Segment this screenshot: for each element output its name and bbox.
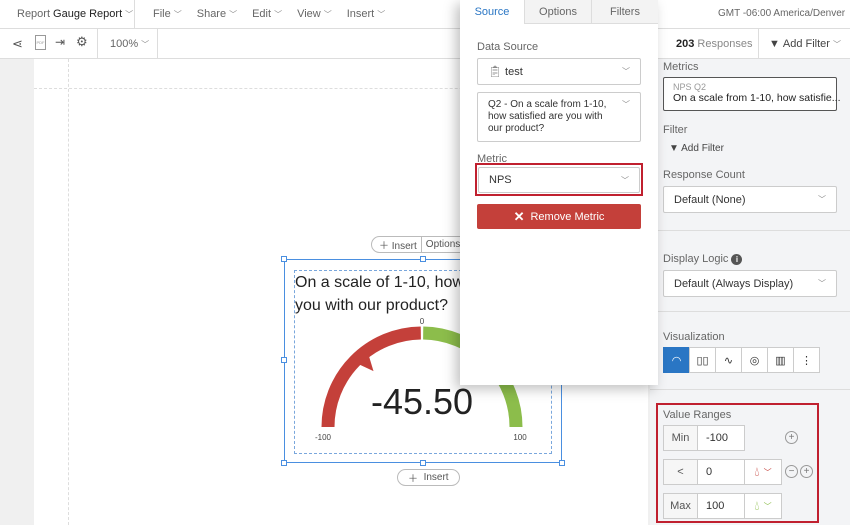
- source-popup: Source Options Filters Data Source 📋︎ te…: [460, 0, 658, 385]
- tab-options[interactable]: Options: [524, 0, 591, 24]
- metric-card[interactable]: NPS Q2 On a scale from 1-10, how satisfi…: [663, 77, 841, 111]
- response-count: 203 Responses: [676, 38, 753, 50]
- add-filter-button[interactable]: ▼ Add Filter ﹀: [769, 38, 841, 50]
- gauge-min-label: -100: [315, 433, 332, 442]
- gauge-icon[interactable]: ◠: [663, 347, 690, 373]
- add-range-icon[interactable]: +: [800, 465, 813, 478]
- filter-icon: ▼: [769, 38, 780, 50]
- zoom-select[interactable]: 100% ﹀: [110, 38, 150, 50]
- line-chart-icon[interactable]: ∿: [715, 347, 742, 373]
- options-button[interactable]: Options: [425, 239, 461, 250]
- max-input[interactable]: 100: [697, 493, 745, 519]
- report-name: Gauge Report: [53, 8, 123, 20]
- display-logic-select[interactable]: Default (Always Display) ﹀: [663, 270, 837, 297]
- report-menu[interactable]: Report Gauge Report ﹀: [17, 8, 133, 20]
- range-max: Max 100 💧︎ ﹀: [663, 493, 782, 519]
- more-icon[interactable]: ⋮: [793, 347, 820, 373]
- color-picker-red[interactable]: 💧︎ ﹀: [744, 459, 782, 485]
- range-min: Min -100: [663, 425, 745, 451]
- bar-chart-icon[interactable]: ▯▯: [689, 347, 716, 373]
- add-range-icon[interactable]: +: [785, 431, 798, 444]
- tab-source[interactable]: Source: [460, 0, 524, 24]
- widget-top-toolbar: ＋ Insert Options: [371, 236, 471, 253]
- metric-select[interactable]: NPS ﹀: [478, 167, 640, 193]
- menu-view[interactable]: View ﹀: [297, 8, 332, 20]
- droplet-icon: 💧︎: [754, 464, 760, 479]
- top-bar: Report Gauge Report ﹀ File ﹀ Share ﹀ Edit ﹀…: [0, 0, 850, 29]
- gauge-max-label: 100: [513, 433, 527, 442]
- panel-add-filter-button[interactable]: ▼ Add Filter: [669, 143, 724, 154]
- share-icon[interactable]: ⋖: [12, 36, 23, 51]
- gear-icon[interactable]: ⚙: [76, 34, 88, 49]
- insert-below-button[interactable]: ＋ Insert: [397, 469, 460, 486]
- droplet-icon: 💧︎: [754, 498, 760, 513]
- menu-file[interactable]: File ﹀: [153, 8, 182, 20]
- toolbar: ⋖ PDF ⇥ ⚙ 100% ﹀ 203 Responses ▼ Add Filte…: [0, 29, 850, 59]
- menu-insert[interactable]: Insert ﹀: [346, 8, 386, 20]
- visualization-picker: ◠ ▯▯ ∿ ◎ ▥ ⋮: [663, 347, 820, 373]
- menu-share[interactable]: Share ﹀: [196, 8, 238, 20]
- response-count-select[interactable]: Default (None) ﹀: [663, 186, 837, 213]
- menu-edit[interactable]: Edit ﹀: [252, 8, 283, 20]
- insert-above-button[interactable]: ＋ Insert: [372, 237, 422, 252]
- chevron-down-icon: ﹀: [125, 9, 134, 19]
- gauge-mid-label: 0: [420, 317, 425, 326]
- gauge-pointer: [359, 356, 374, 372]
- pdf-icon[interactable]: PDF: [35, 35, 46, 50]
- display-logic-label: Display Logic i: [663, 253, 743, 265]
- report-prefix: Report: [17, 8, 51, 20]
- filter-label: Filter: [663, 124, 688, 136]
- gauge-arc-low: [321, 326, 422, 428]
- color-picker-green[interactable]: 💧︎ ﹀: [744, 493, 782, 519]
- gauge-chart: -45.50 -100 0 100: [315, 317, 527, 442]
- export-icon[interactable]: ⇥: [55, 35, 66, 49]
- widget-title: On a scale of 1-10, how you with our prod…: [295, 274, 464, 314]
- table-icon[interactable]: ▥: [767, 347, 794, 373]
- question-select[interactable]: Q2 - On a scale from 1-10, how satisfied…: [477, 92, 641, 142]
- gauge-value: -45.50: [371, 381, 473, 422]
- clipboard-icon: 📋︎: [488, 66, 502, 78]
- close-icon: ✕: [513, 208, 525, 224]
- min-input[interactable]: -100: [697, 425, 745, 451]
- metrics-label: Metrics: [663, 61, 699, 73]
- widget-settings-panel: Metrics NPS Q2 On a scale from 1-10, how…: [650, 59, 850, 525]
- tab-filters[interactable]: Filters: [591, 0, 658, 24]
- metric-highlight: [475, 163, 643, 196]
- filter-icon: ▼: [669, 143, 679, 154]
- threshold-input[interactable]: 0: [697, 459, 745, 485]
- remove-range-icon[interactable]: −: [785, 465, 798, 478]
- range-threshold: < 0 💧︎ ﹀: [663, 459, 782, 485]
- value-ranges-highlight: [656, 403, 819, 523]
- data-source-select[interactable]: 📋︎ test ﹀: [477, 58, 641, 85]
- remove-metric-button[interactable]: ✕ Remove Metric: [477, 204, 641, 229]
- donut-icon[interactable]: ◎: [741, 347, 768, 373]
- timezone: GMT -06:00 America/Denver: [718, 8, 846, 19]
- info-icon[interactable]: i: [731, 254, 743, 265]
